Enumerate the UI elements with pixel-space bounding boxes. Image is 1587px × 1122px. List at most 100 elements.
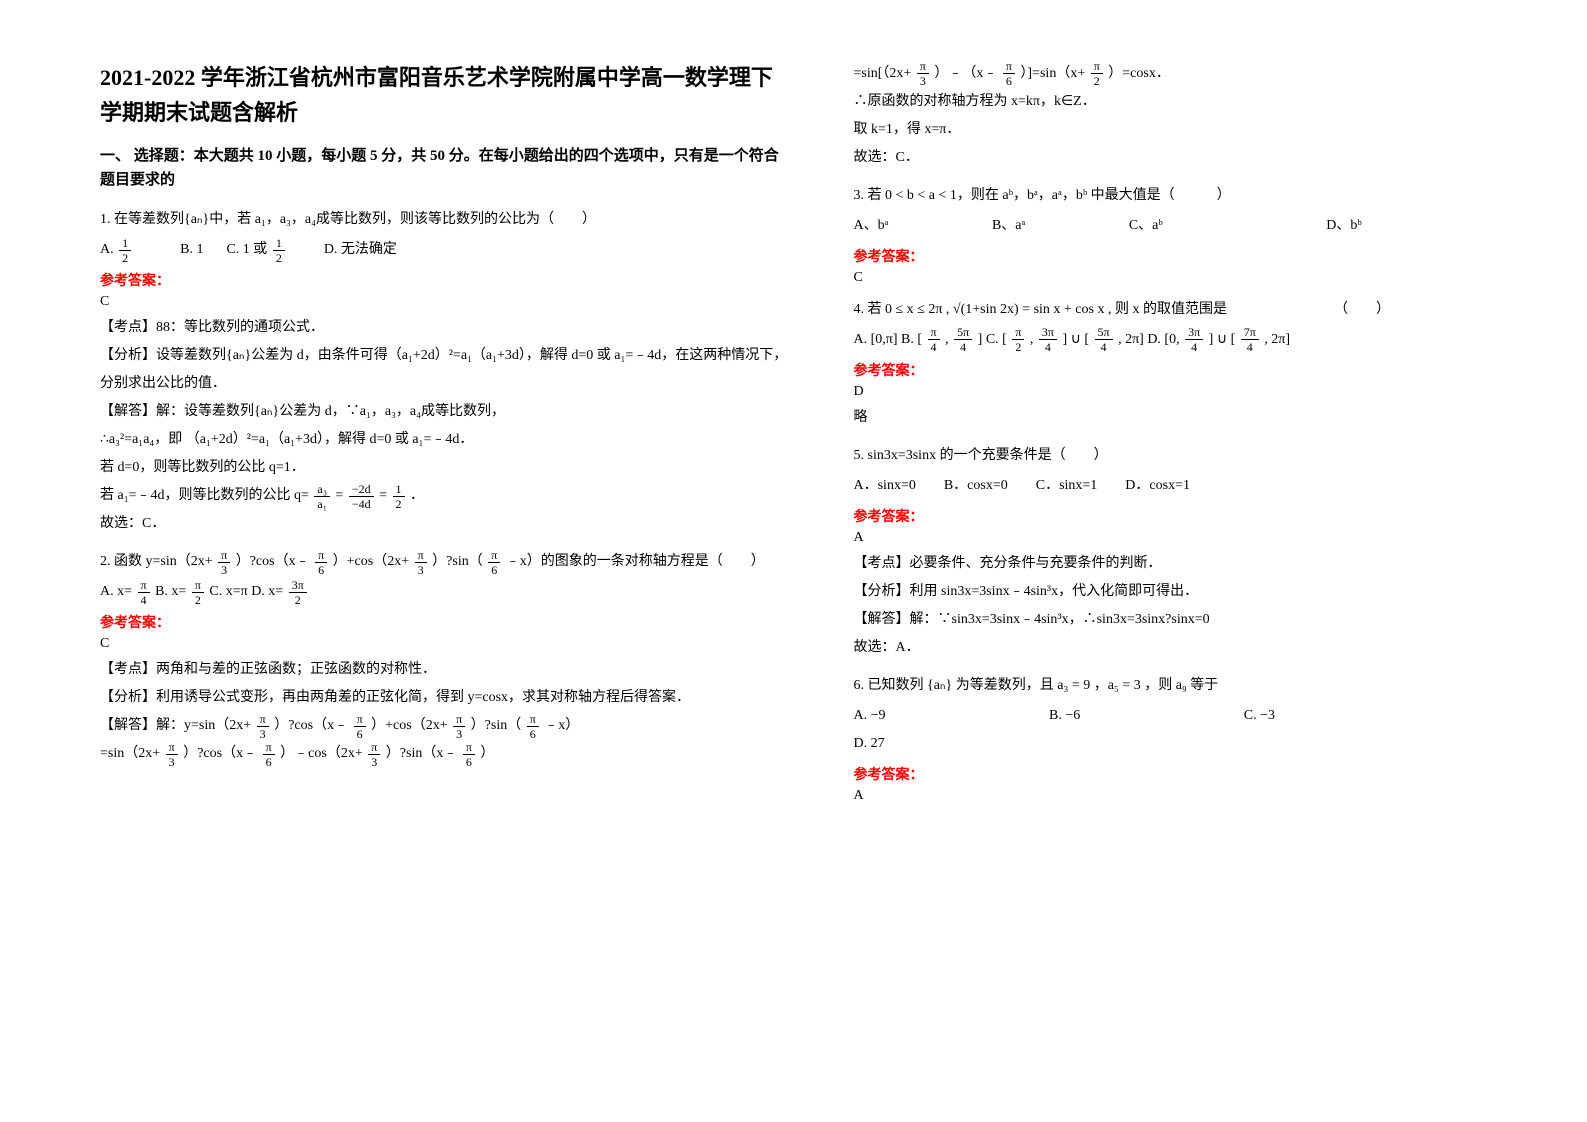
- d: 4: [1039, 340, 1057, 353]
- q4oBp: B. [: [901, 332, 922, 347]
- q2f3: π3: [415, 549, 427, 576]
- d: 6: [463, 755, 475, 768]
- q6oC: C. −3: [1244, 708, 1275, 723]
- n: π: [463, 741, 475, 755]
- eq1: =: [335, 488, 343, 503]
- eq2: =: [379, 488, 387, 503]
- n: π: [1003, 60, 1015, 74]
- n: 5π: [1095, 326, 1113, 340]
- f: 5π4: [1095, 326, 1113, 353]
- q1-tag6-pre: 若 a₁=﹣4d，则等比数列的公比 q=: [100, 488, 309, 503]
- n: π: [415, 549, 427, 563]
- q2-r2: ∴原函数的对称轴方程为 x=kπ，k∈Z．: [854, 88, 1548, 116]
- section-intro: 一、 选择题：本大题共 10 小题，每小题 5 分，共 50 分。在每小题给出的…: [100, 144, 794, 192]
- q5-stem: 5. sin3x=3sinx 的一个充要条件是（ ）: [854, 442, 1548, 470]
- f: π6: [354, 713, 366, 740]
- q6-ref: 参考答案：: [854, 764, 1548, 784]
- q2-r4: 故选：C．: [854, 144, 1548, 172]
- f: π3: [257, 713, 269, 740]
- q1-optA-num: 1: [119, 237, 131, 251]
- q1-tag4: ∴a₃²=a₁a₄，即 （a₁+2d）²=a₁（a₁+3d），解得 d=0 或 …: [100, 426, 794, 454]
- p: =sin（2x+: [100, 746, 160, 761]
- q2-t4: =sin（2x+ π3 ）?cos（x﹣ π6 ）﹣cos（2x+ π3 ）?s…: [100, 740, 794, 768]
- q2p2: ）?cos（x﹣: [236, 554, 310, 569]
- n: π: [192, 579, 204, 593]
- q1-tag3: 【解答】解：设等差数列{aₙ}公差为 d，∵a₁，a₃，a₄成等比数列，: [100, 398, 794, 426]
- f2n: −2d: [349, 483, 374, 497]
- q1-tag6-f3: 12: [393, 483, 405, 510]
- n: π: [257, 713, 269, 727]
- n: π: [527, 713, 539, 727]
- d: 3: [166, 755, 178, 768]
- n: 7π: [1241, 326, 1259, 340]
- q2-r3: 取 k=1，得 x=π．: [854, 116, 1548, 144]
- d: 2: [1012, 340, 1024, 353]
- page: 2021-2022 学年浙江省杭州市富阳音乐艺术学院附属中学高一数学理下学期期末…: [0, 0, 1587, 1122]
- f: π2: [1012, 326, 1024, 353]
- doc-title: 2021-2022 学年浙江省杭州市富阳音乐艺术学院附属中学高一数学理下学期期末…: [100, 60, 794, 130]
- q4oCp: C. [: [986, 332, 1007, 347]
- q3oB: B、aᵃ: [992, 218, 1025, 233]
- d: 4: [1095, 340, 1113, 353]
- q3-ans: C: [854, 270, 1548, 286]
- n: 3π: [1039, 326, 1057, 340]
- q1-optC-frac: 12: [273, 237, 285, 264]
- q1-optB: B. 1: [180, 242, 203, 257]
- q2f4: π6: [488, 549, 500, 576]
- p: ﹣x）: [544, 718, 579, 733]
- q4-stem: 4. 若 0 ≤ x ≤ 2π , √(1+sin 2x) = sin x + …: [854, 296, 1548, 324]
- q4paren: （ ）: [1334, 302, 1390, 317]
- f3d: 2: [393, 497, 405, 510]
- d: 4: [1241, 340, 1259, 353]
- q1-optA-pre: A.: [100, 242, 117, 257]
- m: ] ∪ [: [1209, 332, 1236, 347]
- d: 3: [257, 727, 269, 740]
- q4-options: A. [0,π] B. [ π4 , 5π4 ] C. [ π2 , 3π4 ]…: [854, 326, 1548, 354]
- q5-t1: 【考点】必要条件、充分条件与充要条件的判断．: [854, 550, 1548, 578]
- q1-tag5: 若 d=0，则等比数列的公比 q=1．: [100, 454, 794, 482]
- q1-optD: D. 无法确定: [324, 242, 397, 257]
- p: 【解答】解：y=sin（2x+: [100, 718, 251, 733]
- q5-ans: A: [854, 530, 1548, 546]
- n: π: [928, 326, 940, 340]
- d: 3: [917, 74, 929, 87]
- q2oDf: 3π2: [289, 579, 307, 606]
- f: π6: [263, 741, 275, 768]
- q5-t3: 【解答】解：∵sin3x=3sinx﹣4sin³x，∴sin3x=3sinx?s…: [854, 606, 1548, 634]
- n: 3π: [1185, 326, 1203, 340]
- q1-tag2: 【分析】设等差数列{aₙ}公差为 d，由条件可得（a₁+2d）²=a₁（a₁+3…: [100, 342, 794, 398]
- q1-tag6-f1: a₃a₁: [314, 483, 330, 510]
- p: ）?cos（x﹣: [274, 718, 348, 733]
- d: 3: [415, 563, 427, 576]
- q3-options: A、bᵃ B、aᵃ C、aᵇ D、bᵇ: [854, 212, 1548, 240]
- q1-optA-frac: 12: [119, 237, 131, 264]
- q3oD: D、bᵇ: [1326, 218, 1361, 233]
- q2-ans: C: [100, 636, 794, 652]
- d: 6: [488, 563, 500, 576]
- q2p3: ）+cos（2x+: [333, 554, 409, 569]
- d: 6: [527, 727, 539, 740]
- n: π: [1091, 60, 1103, 74]
- f: π6: [527, 713, 539, 740]
- f3n: 1: [393, 483, 405, 497]
- f: 5π4: [954, 326, 972, 353]
- q2f1: π3: [218, 549, 230, 576]
- q2oC: C. x=π: [209, 584, 247, 599]
- q6oA: A. −9: [854, 708, 886, 723]
- q1-optC-num: 1: [273, 237, 285, 251]
- q1-tag6: 若 a₁=﹣4d，则等比数列的公比 q= a₃a₁ = −2d−4d = 12 …: [100, 482, 794, 510]
- q6oB: B. −6: [1049, 708, 1080, 723]
- q6-stem: 6. 已知数列 {aₙ} 为等差数列，且 a₃ = 9 ，a₅ = 3 ，则 a…: [854, 672, 1548, 700]
- p: ]: [978, 332, 983, 347]
- n: π: [917, 60, 929, 74]
- f: π6: [463, 741, 475, 768]
- p: ] ∪ [: [1062, 332, 1089, 347]
- q3oA: A、bᵃ: [854, 218, 889, 233]
- n: 5π: [954, 326, 972, 340]
- q1-options: A. 12 B. 1 C. 1 或 12 D. 无法确定: [100, 236, 794, 264]
- n: π: [315, 549, 327, 563]
- q4-ref: 参考答案：: [854, 360, 1548, 380]
- q6-options-row2: D. 27: [854, 730, 1548, 758]
- q3oC: C、aᵇ: [1129, 218, 1163, 233]
- q3-ref: 参考答案：: [854, 246, 1548, 266]
